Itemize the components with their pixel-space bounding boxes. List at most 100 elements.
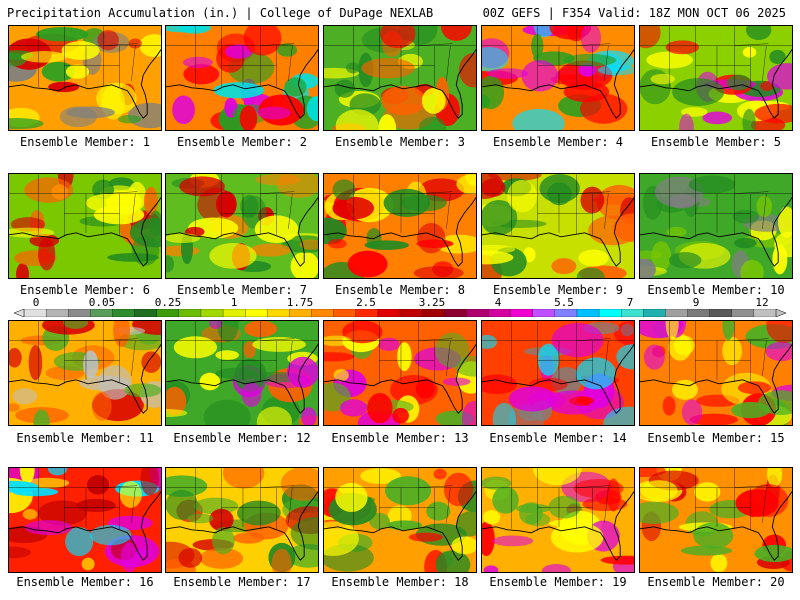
scale-tick-label: 7: [626, 296, 634, 309]
color-bin: [45, 309, 69, 317]
ensemble-panel-11: [8, 320, 162, 426]
precip-map: [482, 26, 634, 130]
color-bin: [222, 309, 246, 317]
color-bin: [576, 309, 600, 317]
ensemble-panel-8: [323, 173, 477, 279]
panel-caption: Ensemble Member: 12: [173, 431, 311, 445]
color-bin: [156, 309, 180, 317]
precip-map: [9, 174, 161, 278]
panel-caption: Ensemble Member: 5: [650, 135, 782, 149]
panel-caption: Ensemble Member: 10: [647, 283, 785, 297]
panel-caption: Ensemble Member: 9: [492, 283, 624, 297]
color-scale-bar: [14, 309, 786, 317]
panel-caption: Ensemble Member: 6: [19, 283, 151, 297]
precip-map: [324, 174, 476, 278]
panel-caption: Ensemble Member: 18: [331, 575, 469, 589]
color-bin: [245, 309, 268, 317]
color-bin: [532, 309, 556, 317]
scale-tick-label: 0.05: [88, 296, 116, 309]
scale-tick-label: 9: [692, 296, 700, 309]
color-bin: [333, 309, 357, 317]
precip-map: [324, 468, 476, 572]
scale-tick-label: 3.25: [418, 296, 446, 309]
ensemble-panel-2: [165, 25, 319, 131]
panel-caption: Ensemble Member: 14: [489, 431, 627, 445]
scale-tick-label: 12: [755, 296, 769, 309]
color-bin: [621, 309, 644, 317]
ensemble-panel-7: [165, 173, 319, 279]
ensemble-panel-18: [323, 467, 477, 573]
color-bin: [753, 309, 777, 317]
color-bin: [731, 309, 755, 317]
ensemble-panel-5: [639, 25, 793, 131]
color-bin: [399, 309, 423, 317]
color-bin: [687, 309, 711, 317]
ensemble-panel-16: [8, 467, 162, 573]
color-bin: [709, 309, 733, 317]
panel-caption: Ensemble Member: 16: [16, 575, 154, 589]
color-bin: [510, 309, 534, 317]
color-bin: [112, 309, 136, 317]
scale-arrow: [775, 309, 786, 317]
panel-caption: Ensemble Member: 15: [647, 431, 785, 445]
panel-caption: Ensemble Member: 19: [489, 575, 627, 589]
panel-caption: Ensemble Member: 7: [176, 283, 308, 297]
scale-tick-label: 0.25: [154, 296, 182, 309]
ensemble-panel-6: [8, 173, 162, 279]
scale-tick-label: 1.75: [286, 296, 314, 309]
ensemble-panel-4: [481, 25, 635, 131]
ensemble-panel-17: [165, 467, 319, 573]
scale-arrow: [14, 309, 25, 317]
panel-caption: Ensemble Member: 2: [176, 135, 308, 149]
precip-map: [482, 468, 634, 572]
ensemble-panel-10: [639, 173, 793, 279]
precip-map: [640, 174, 792, 278]
color-bin: [68, 309, 91, 317]
color-bin: [466, 309, 489, 317]
precip-map: [166, 321, 318, 425]
scale-tick-label: 4: [494, 296, 502, 309]
ensemble-panel-9: [481, 173, 635, 279]
color-bin: [598, 309, 622, 317]
color-bin: [444, 309, 467, 317]
precip-map: [166, 468, 318, 572]
precip-map: [482, 321, 634, 425]
precip-map: [640, 321, 792, 425]
color-bin: [200, 309, 224, 317]
chart-title: Precipitation Accumulation (in.) | Colle…: [7, 6, 434, 20]
precip-map: [640, 468, 792, 572]
panel-caption: Ensemble Member: 11: [16, 431, 154, 445]
precip-map: [640, 26, 792, 130]
color-bin: [267, 309, 290, 317]
ensemble-panel-19: [481, 467, 635, 573]
ensemble-panel-3: [323, 25, 477, 131]
precip-map: [166, 174, 318, 278]
color-bin: [311, 309, 335, 317]
panel-caption: Ensemble Member: 8: [334, 283, 466, 297]
ensemble-panel-13: [323, 320, 477, 426]
precip-map: [9, 321, 161, 425]
color-bin: [90, 309, 113, 317]
color-bin: [665, 309, 688, 317]
panel-caption: Ensemble Member: 1: [19, 135, 151, 149]
ensemble-panel-1: [8, 25, 162, 131]
panel-caption: Ensemble Member: 4: [492, 135, 624, 149]
color-bin: [23, 309, 47, 317]
color-bin: [134, 309, 158, 317]
precip-map: [9, 468, 161, 572]
scale-tick-label: 5.5: [554, 296, 574, 309]
precip-map: [166, 26, 318, 130]
ensemble-panel-14: [481, 320, 635, 426]
precip-map: [9, 26, 161, 130]
valid-time-label: 00Z GEFS | F354 Valid: 18Z MON OCT 06 20…: [482, 6, 786, 20]
color-bin: [178, 309, 202, 317]
color-bin: [643, 309, 666, 317]
panel-caption: Ensemble Member: 17: [173, 575, 311, 589]
precip-map: [482, 174, 634, 278]
precip-map: [324, 26, 476, 130]
precip-map: [324, 321, 476, 425]
color-bin: [421, 309, 445, 317]
ensemble-panel-12: [165, 320, 319, 426]
scale-tick-label: 2.5: [356, 296, 376, 309]
scale-tick-label: 0: [32, 296, 40, 309]
